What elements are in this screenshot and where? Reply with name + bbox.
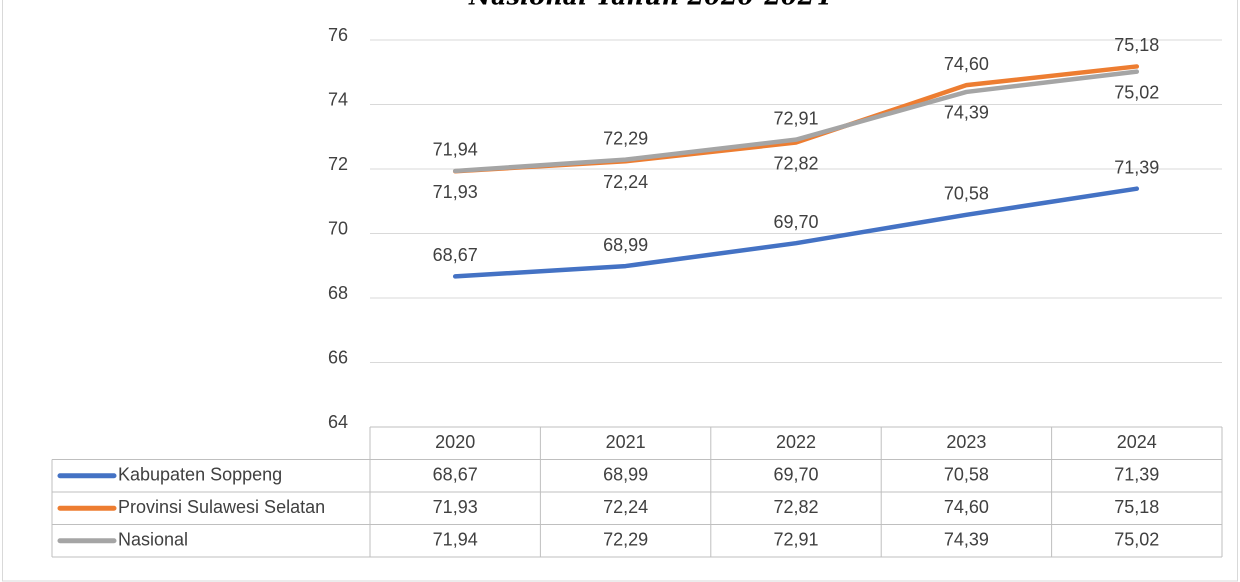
y-tick-label: 70	[328, 218, 348, 238]
table-cell: 69,70	[773, 465, 818, 485]
table-cell: 75,18	[1114, 497, 1159, 517]
data-label: 72,29	[603, 128, 648, 148]
table-cell: 68,67	[433, 465, 478, 485]
data-label: 72,82	[773, 153, 818, 173]
data-label: 75,18	[1114, 35, 1159, 55]
table-cell: 71,94	[433, 530, 478, 550]
x-tick-label: 2020	[435, 432, 475, 452]
data-label: 75,02	[1114, 82, 1159, 102]
x-tick-label: 2024	[1117, 432, 1157, 452]
series-line	[452, 186, 1140, 279]
table-cell: 71,93	[433, 497, 478, 517]
data-label: 68,67	[433, 245, 478, 265]
y-tick-label: 72	[328, 154, 348, 174]
legend-label: Kabupaten Soppeng	[118, 465, 282, 485]
table-cell: 74,39	[944, 530, 989, 550]
data-label: 70,58	[944, 184, 989, 204]
y-tick-label: 64	[328, 412, 348, 432]
data-label: 72,91	[773, 108, 818, 128]
y-tick-label: 76	[328, 25, 348, 45]
table-cell: 72,82	[773, 497, 818, 517]
x-tick-label: 2023	[946, 432, 986, 452]
legend-label: Provinsi Sulawesi Selatan	[118, 497, 325, 517]
data-label: 69,70	[773, 212, 818, 232]
table-cell: 71,39	[1114, 465, 1159, 485]
chart-title: Nasional Tahun 2020-2024	[468, 0, 831, 11]
y-tick-label: 74	[328, 89, 348, 109]
x-tick-label: 2021	[606, 432, 646, 452]
legend-label: Nasional	[118, 530, 188, 550]
table-cell: 68,99	[603, 465, 648, 485]
data-label: 68,99	[603, 235, 648, 255]
table-cell: 72,29	[603, 530, 648, 550]
series-line	[452, 69, 1140, 174]
table-cell: 70,58	[944, 465, 989, 485]
table-cell: 74,60	[944, 497, 989, 517]
data-label: 74,39	[944, 103, 989, 123]
data-label: 71,93	[433, 182, 478, 202]
table-cell: 75,02	[1114, 530, 1159, 550]
x-tick-label: 2022	[776, 432, 816, 452]
data-label: 74,60	[944, 54, 989, 74]
y-tick-label: 66	[328, 347, 348, 367]
table-cell: 72,24	[603, 497, 648, 517]
data-label: 71,39	[1114, 157, 1159, 177]
data-label: 71,94	[433, 140, 478, 160]
y-tick-label: 68	[328, 283, 348, 303]
table-cell: 72,91	[773, 530, 818, 550]
data-label: 72,24	[603, 172, 648, 192]
